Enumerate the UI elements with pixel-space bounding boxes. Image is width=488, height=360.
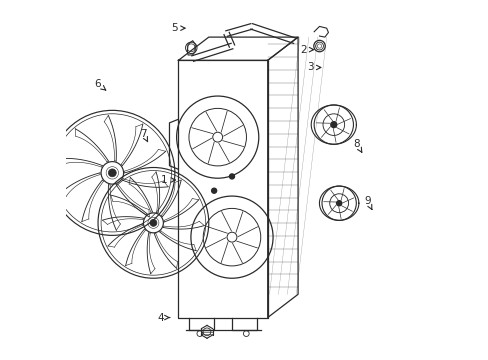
Text: 8: 8 — [353, 139, 361, 152]
Text: 7: 7 — [140, 129, 147, 141]
Circle shape — [108, 169, 116, 177]
Text: 2: 2 — [300, 45, 313, 55]
Circle shape — [336, 201, 341, 206]
Text: 5: 5 — [171, 23, 185, 33]
Circle shape — [150, 219, 157, 226]
Text: 6: 6 — [94, 78, 105, 90]
Text: 1: 1 — [161, 175, 175, 185]
Circle shape — [211, 188, 216, 193]
Circle shape — [229, 174, 234, 179]
Text: 3: 3 — [306, 63, 320, 72]
Text: 4: 4 — [157, 312, 169, 323]
Circle shape — [330, 122, 336, 127]
Text: 9: 9 — [364, 197, 371, 210]
